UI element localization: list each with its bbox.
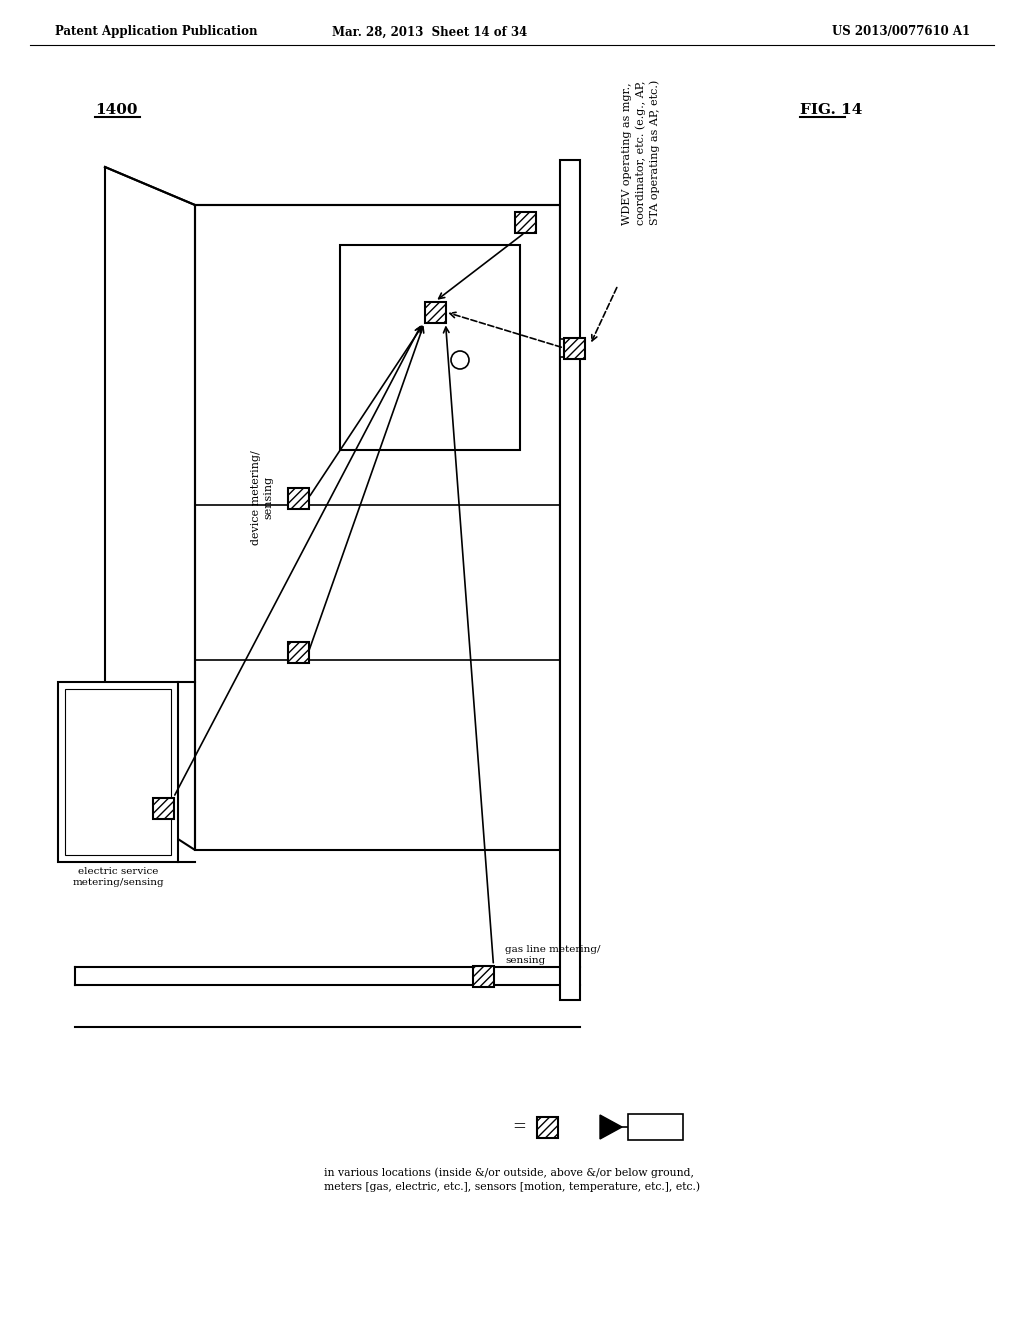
Text: WDEV: WDEV [635, 1121, 676, 1134]
Bar [425, 301, 445, 322]
Bar [560, 160, 580, 1001]
Bar [195, 205, 560, 850]
Bar [288, 487, 308, 508]
Bar [340, 246, 520, 450]
Text: FIG. 14: FIG. 14 [800, 103, 862, 117]
Text: =: = [512, 1118, 526, 1135]
Text: Mar. 28, 2013  Sheet 14 of 34: Mar. 28, 2013 Sheet 14 of 34 [333, 25, 527, 38]
Bar [58, 682, 178, 862]
Text: US 2013/0077610 A1: US 2013/0077610 A1 [831, 25, 970, 38]
Bar [472, 965, 494, 986]
Bar [288, 642, 308, 663]
Polygon shape [600, 1115, 622, 1139]
Text: device metering/
sensing: device metering/ sensing [251, 450, 273, 545]
Text: WDEV operating as mgr.,
coordinator, etc. (e.g., AP,
STA operating as AP, etc.): WDEV operating as mgr., coordinator, etc… [622, 79, 660, 224]
Bar [65, 689, 171, 855]
Bar [537, 1117, 557, 1138]
Text: gas line metering/
sensing: gas line metering/ sensing [505, 945, 600, 965]
Bar [514, 211, 536, 232]
Bar [564, 338, 585, 359]
Text: electric service
metering/sensing: electric service metering/sensing [72, 867, 164, 887]
Text: Patent Application Publication: Patent Application Publication [55, 25, 257, 38]
Bar [560, 339, 584, 356]
Text: 1400: 1400 [95, 103, 137, 117]
Bar [153, 797, 173, 818]
Bar [628, 1114, 683, 1140]
Text: in various locations (inside &/or outside, above &/or below ground,
meters [gas,: in various locations (inside &/or outsid… [324, 1167, 700, 1192]
